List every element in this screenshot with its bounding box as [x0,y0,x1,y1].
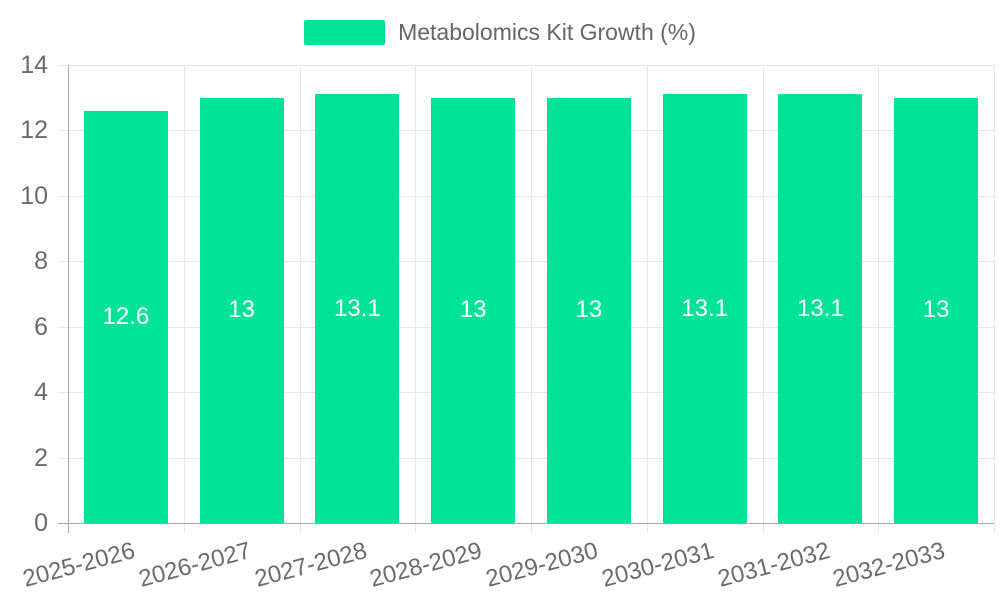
gridline-x-8 [994,65,995,533]
x-tick-label: 2026-2027 [135,537,254,593]
gridline-x-4 [531,65,532,533]
bar[interactable] [662,94,747,523]
x-tick-label: 2025-2026 [20,537,138,593]
bar-value-label: 13 [575,296,603,324]
legend-label: Metabolomics Kit Growth (%) [398,19,696,45]
gridline-x-7 [878,65,880,533]
bar-value-label: 13 [922,296,950,324]
bar-value-label: 13.1 [334,294,381,322]
gridline-y-2 [58,457,994,459]
bar-value-label: 12.6 [102,302,150,330]
gridline-y-14 [58,65,994,66]
y-tick-label: 6 [34,312,48,341]
y-tick-label: 12 [20,116,48,145]
gridline-y-8 [58,261,994,263]
x-tick-label: 2030-2031 [598,537,717,593]
x-tick-label: 2027-2028 [251,537,370,593]
y-tick-label: 14 [20,51,48,79]
gridline-x-5 [646,65,648,533]
bar[interactable] [83,110,168,523]
bar[interactable] [199,97,284,523]
gridline-x-2 [299,65,301,533]
x-tick-label: 2031-2032 [714,537,833,593]
x-axis-line [58,523,994,524]
gridline-y-12 [58,130,994,132]
x-tick-label: 2032-2033 [830,537,949,593]
legend-swatch [304,20,386,45]
y-axis-line [68,65,69,533]
bar-value-label: 13.1 [681,294,728,322]
bar-value-label: 13 [228,296,255,324]
gridline-x-6 [762,65,764,533]
bar[interactable] [894,97,979,523]
bar[interactable] [431,97,516,523]
bar-value-label: 13.1 [797,294,844,322]
gridline-x-3 [415,65,417,533]
y-tick-label: 8 [34,247,48,276]
bar[interactable] [778,94,863,523]
y-tick-label: 10 [20,181,48,210]
legend-item[interactable]: Metabolomics Kit Growth (%) [0,19,1000,46]
bar-value-label: 13 [459,296,487,324]
y-tick-label: 2 [34,443,48,472]
gridline-y-10 [58,195,994,197]
x-tick-label: 2028-2029 [367,537,486,593]
gridline-y-6 [58,326,994,328]
y-tick-label: 0 [34,509,48,537]
bar[interactable] [546,97,631,523]
y-tick-label: 4 [34,378,48,407]
bar[interactable] [315,94,400,523]
gridline-y-4 [58,392,994,394]
x-tick-label: 2029-2030 [483,537,601,593]
gridline-x-1 [183,65,185,533]
